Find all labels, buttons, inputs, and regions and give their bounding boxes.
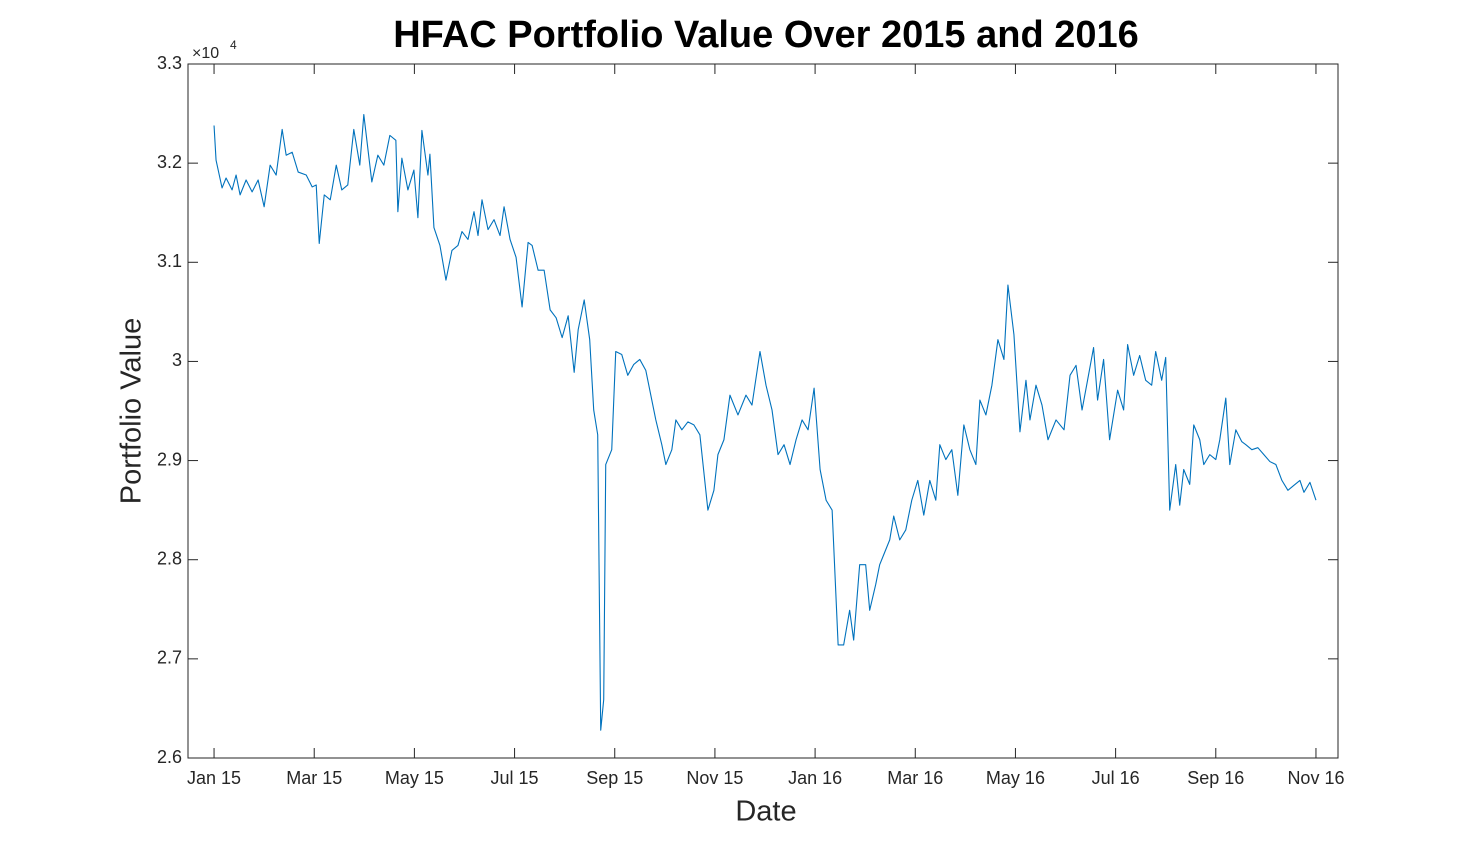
y-tick-label: 3 [172, 350, 182, 370]
chart-title: HFAC Portfolio Value Over 2015 and 2016 [393, 14, 1139, 56]
y-multiplier-exponent: 4 [230, 38, 237, 52]
x-tick-label: Sep 16 [1187, 768, 1244, 788]
x-tick-label: Nov 16 [1287, 768, 1344, 788]
y-multiplier-base: ×10 [192, 45, 219, 62]
y-axis-label: Portfolio Value [116, 318, 148, 504]
x-tick-label: May 15 [385, 768, 444, 788]
y-tick-label: 2.7 [157, 648, 182, 668]
x-tick-label: Sep 15 [586, 768, 643, 788]
data-line [213, 114, 1317, 731]
y-tick-label: 3.1 [157, 251, 182, 271]
y-tick-label: 3.3 [157, 53, 182, 73]
y-tick-label: 3.2 [157, 152, 182, 172]
x-tick-label: Nov 15 [686, 768, 743, 788]
x-tick-label: Jan 16 [788, 768, 842, 788]
y-tick-label: 2.8 [157, 548, 182, 568]
x-tick-label: May 16 [986, 768, 1045, 788]
y-tick-label: 2.9 [157, 449, 182, 469]
x-tick-label: Mar 16 [887, 768, 943, 788]
plot-frame [187, 63, 1339, 759]
x-tick-label: Mar 15 [286, 768, 342, 788]
x-tick-label: Jul 15 [491, 768, 539, 788]
x-tick-label: Jan 15 [187, 768, 241, 788]
x-tick-label: Jul 16 [1092, 768, 1140, 788]
y-tick-label: 2.6 [157, 747, 182, 767]
x-axis-label: Date [735, 796, 796, 828]
